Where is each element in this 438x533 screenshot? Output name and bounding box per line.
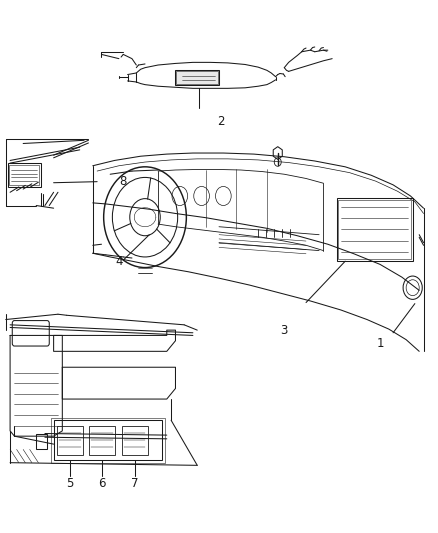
Bar [121,425,148,455]
Text: 5: 5 [67,477,74,490]
Bar [8,163,41,187]
Text: 3: 3 [281,324,288,337]
Text: 4: 4 [115,255,123,268]
Bar [57,425,83,455]
Bar [177,71,218,84]
FancyBboxPatch shape [12,320,49,346]
Bar [336,198,413,261]
Bar [89,425,116,455]
Bar [338,200,411,259]
Bar [53,420,162,460]
Bar [176,70,219,85]
Bar [51,418,165,463]
Bar [9,165,39,185]
Text: 6: 6 [99,477,106,490]
Text: 7: 7 [131,477,138,490]
Text: 1: 1 [376,337,384,350]
Bar [36,433,47,449]
Text: 8: 8 [119,175,126,188]
Text: 2: 2 [217,115,225,128]
